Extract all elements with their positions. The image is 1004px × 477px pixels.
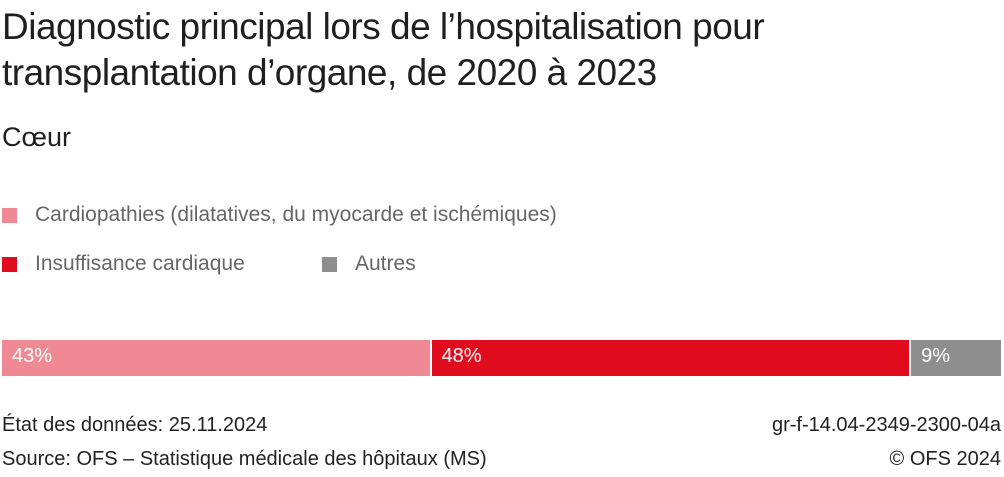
data-label: 43% xyxy=(12,345,53,367)
legend-item-insuffisance: Insuffisance cardiaque xyxy=(2,252,245,276)
stacked-bar: 43% 48% 9% xyxy=(2,340,1001,376)
chart-subtitle: Cœur xyxy=(2,122,71,152)
chart-title: Diagnostic principal lors de l’hospitali… xyxy=(2,6,765,93)
legend-swatch xyxy=(322,256,337,272)
bar-segment-1: 48% xyxy=(431,340,912,376)
legend-label: Cardiopathies (dilatatives, du myocarde … xyxy=(35,203,557,226)
bar-segment-0: 43% xyxy=(2,340,432,376)
legend-label: Autres xyxy=(355,252,416,275)
legend-swatch xyxy=(2,207,17,223)
legend-swatch xyxy=(2,256,17,272)
data-label: 48% xyxy=(441,345,482,367)
data-label: 9% xyxy=(921,345,950,367)
data-date: État des données: 25.11.2024 xyxy=(2,414,268,436)
legend-item-cardiopathies: Cardiopathies (dilatatives, du myocarde … xyxy=(2,203,557,227)
source: Source: OFS – Statistique médicale des h… xyxy=(2,448,487,470)
copyright: © OFS 2024 xyxy=(889,448,1001,470)
legend-item-autres: Autres xyxy=(322,252,416,276)
bar-segment-2: 9% xyxy=(911,340,1001,376)
legend-label: Insuffisance cardiaque xyxy=(35,252,245,275)
chart-code: gr-f-14.04-2349-2300-04a xyxy=(771,414,1001,436)
